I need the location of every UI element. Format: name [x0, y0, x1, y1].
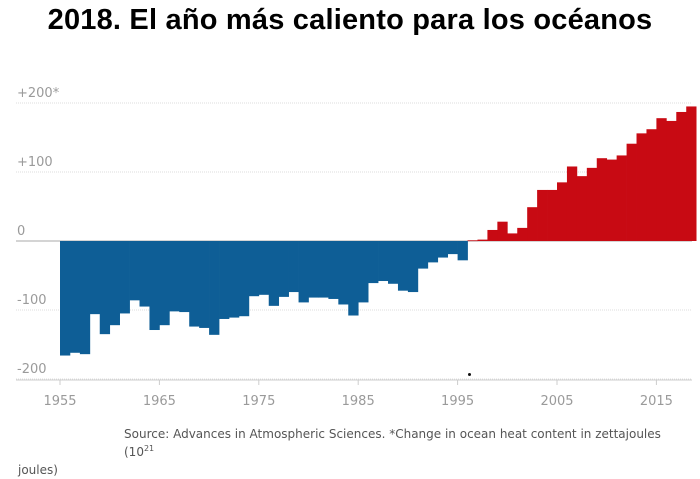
- bar-2002: [527, 207, 538, 241]
- bar-1979: [298, 241, 309, 303]
- x-tick-label: 1965: [143, 394, 176, 409]
- bar-1959: [99, 241, 111, 335]
- bar-1958: [89, 241, 101, 315]
- bar-2018: [686, 106, 697, 241]
- y-tick-label: -100: [17, 293, 47, 308]
- bars: [60, 106, 697, 356]
- bar-2013: [636, 133, 647, 241]
- bar-1969: [199, 241, 210, 328]
- bar-1972: [228, 241, 240, 318]
- bar-1963: [139, 241, 150, 307]
- bar-2014: [646, 129, 657, 241]
- bar-1996: [467, 240, 478, 242]
- bar-1976: [268, 241, 280, 306]
- bar-1961: [119, 241, 130, 314]
- bar-2000: [507, 233, 518, 241]
- bar-1981: [318, 241, 329, 298]
- y-tick-label: +100: [17, 155, 53, 170]
- bar-1986: [368, 241, 379, 284]
- bar-2006: [566, 166, 578, 241]
- bar-1968: [189, 241, 200, 327]
- bar-2011: [616, 155, 627, 241]
- bar-1970: [209, 241, 220, 335]
- x-axis: 1955 1965 1975 1985 1995 2005 2015: [16, 379, 692, 409]
- source-text: Source: Advances in Atmospheric Sciences…: [124, 427, 661, 459]
- ocean-heat-bar-chart: +200* +100 0 -100 -200 1955 1965 1975 1985 1995 2…: [16, 86, 697, 409]
- bar-1989: [397, 241, 409, 291]
- bar-1984: [348, 241, 359, 316]
- y-axis-labels: +200* +100 0 -100 -200: [17, 86, 60, 377]
- bar-1957: [79, 241, 91, 355]
- bar-1960: [109, 241, 120, 326]
- bar-2007: [576, 176, 588, 241]
- bar-1975: [258, 241, 270, 295]
- bar-1974: [248, 241, 260, 297]
- bar-1956: [69, 241, 81, 353]
- bar-2010: [606, 159, 617, 241]
- bar-2001: [517, 227, 528, 241]
- bar-1995: [457, 241, 468, 261]
- bar-1988: [388, 241, 399, 284]
- y-tick-label: -200: [17, 362, 47, 377]
- bar-2008: [586, 167, 598, 241]
- bar-2003: [537, 189, 548, 241]
- stray-dot: [468, 373, 471, 376]
- bar-1997: [477, 239, 488, 241]
- bar-1985: [358, 241, 369, 303]
- bar-1992: [427, 241, 439, 263]
- bar-1980: [308, 241, 319, 298]
- x-tick-label: 1995: [441, 394, 474, 409]
- x-tick-label: 1975: [242, 394, 275, 409]
- bar-1993: [437, 241, 449, 258]
- chart-title: 2018. El año más caliento para los océan…: [47, 4, 653, 36]
- bar-1990: [407, 241, 419, 293]
- bar-1987: [378, 241, 389, 282]
- x-tick-label: 1955: [43, 394, 76, 409]
- bar-2017: [676, 111, 687, 241]
- bar-1962: [129, 241, 140, 301]
- source-continuation: joules): [18, 463, 58, 477]
- bar-2016: [666, 120, 677, 241]
- x-tick-label: 1985: [342, 394, 375, 409]
- source-superscript: 21: [143, 444, 155, 453]
- bar-2015: [656, 118, 667, 241]
- bar-1991: [417, 241, 429, 269]
- bar-1973: [238, 241, 250, 317]
- bar-1977: [278, 241, 289, 297]
- bar-2009: [596, 158, 608, 241]
- bar-1971: [219, 241, 230, 319]
- bar-1955: [60, 241, 71, 356]
- bar-1978: [288, 241, 299, 293]
- bar-2004: [547, 189, 558, 241]
- bar-1998: [487, 229, 498, 241]
- bar-1994: [447, 241, 458, 255]
- bar-1999: [497, 221, 508, 241]
- source-note: Source: Advances in Atmospheric Sciences…: [18, 425, 688, 479]
- bar-1983: [338, 241, 349, 305]
- bar-1966: [169, 241, 180, 312]
- bar-2012: [626, 143, 637, 241]
- bar-1967: [179, 241, 190, 313]
- x-tick-label: 2005: [540, 394, 573, 409]
- bar-1965: [159, 241, 170, 326]
- x-tick-label: 2015: [640, 394, 673, 409]
- bar-1964: [149, 241, 160, 331]
- bar-1982: [328, 241, 339, 299]
- y-tick-label: +200*: [17, 86, 60, 101]
- y-tick-label: 0: [17, 224, 25, 239]
- bar-2005: [557, 182, 568, 241]
